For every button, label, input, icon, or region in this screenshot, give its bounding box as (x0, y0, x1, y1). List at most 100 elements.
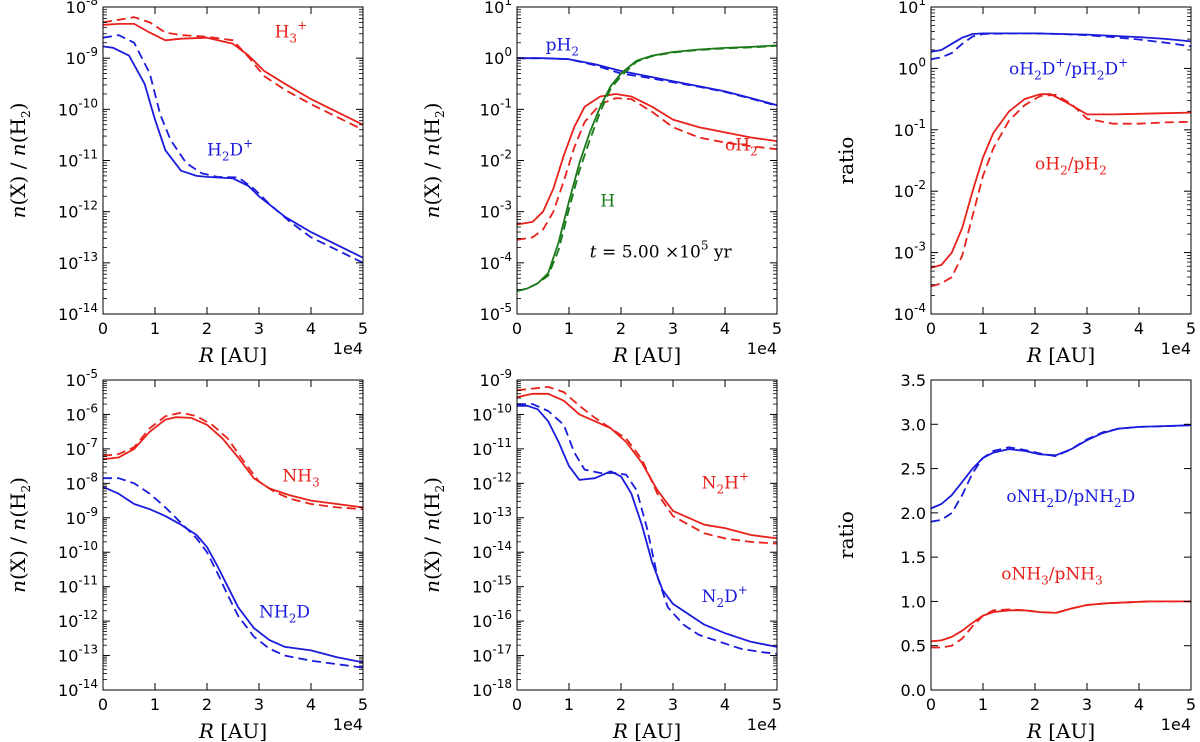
x-axis-label: R [AU] (198, 343, 267, 367)
series-line-blue-solid (517, 57, 777, 107)
x-tick-label: 5 (772, 319, 782, 338)
y-tick-label: 10-7 (66, 436, 98, 459)
y-axis-label: n(X) / n(H2) (6, 103, 33, 219)
series-line-red-solid (931, 93, 1191, 269)
x-tick-label: 3 (668, 695, 678, 714)
y-tick-label: 10-3 (894, 240, 926, 263)
y-tick-label: 10-10 (58, 539, 98, 562)
axes-frame (930, 6, 1192, 315)
x-multiplier-label: 1e4 (1161, 715, 1191, 734)
x-tick-label: 1 (150, 319, 160, 338)
y-tick-label: 10-12 (58, 199, 98, 222)
y-tick-label: 10-12 (58, 608, 98, 631)
y-tick-label: 10-11 (58, 574, 98, 597)
y-tick-label: 0.0 (901, 681, 926, 700)
x-tick-label: 2 (616, 319, 626, 338)
y-tick-label: 10-4 (480, 250, 512, 273)
y-axis-label: n(X) / n(H2) (420, 103, 447, 219)
x-tick-label: 0 (512, 695, 522, 714)
subplot-p4: 0 1 2 3 4 5 10-14 10-13 10-12 10-11 10-10 10-9 10-8 1… (6, 367, 368, 742)
x-axis-label: R [AU] (198, 719, 267, 742)
series-line-red-dashed (931, 600, 1191, 649)
annotation-label: H (600, 192, 615, 212)
series-line-red-solid (103, 416, 363, 509)
subplot-p2: 0 1 2 3 4 5 10-5 10-4 10-3 10-2 10-1 100 101 1e4 R [AU… (420, 0, 782, 367)
series-line-red-solid (517, 392, 777, 540)
y-tick-label: 10-16 (472, 608, 512, 631)
axes-frame (102, 379, 364, 691)
x-multiplier-label: 1e4 (1161, 339, 1191, 358)
y-tick-label: 10-8 (66, 0, 98, 17)
y-tick-label: 10-10 (472, 401, 512, 424)
y-tick-label: 10-10 (58, 96, 98, 119)
x-tick-label: 5 (772, 695, 782, 714)
y-tick-label: 2.5 (901, 460, 926, 479)
series-line-red-solid (103, 22, 363, 126)
annotation-label: oNH2D/pNH2D (1006, 487, 1135, 510)
axes-frame (930, 379, 1192, 691)
series-line-blue-solid (103, 485, 363, 664)
y-tick-label: 10-13 (58, 643, 98, 666)
y-tick-label: 10-13 (472, 505, 512, 528)
subplot-p5: 0 1 2 3 4 5 10-18 10-17 10-16 10-15 10-14 10-13 10-1… (420, 367, 782, 742)
annotation-label: oH2 (725, 135, 758, 158)
series-line-blue-solid (517, 404, 777, 648)
x-axis-label: R [AU] (612, 719, 681, 742)
series-line-blue-dashed (103, 477, 363, 669)
annotation-label: NH3 (282, 467, 319, 490)
series-line-blue-dashed (931, 32, 1191, 61)
y-tick-label: 3.5 (901, 371, 926, 390)
y-tick-label: 101 (484, 0, 512, 17)
annotation-label: oH2/pH2 (1035, 155, 1107, 178)
series-line-blue-dashed (103, 34, 363, 264)
x-tick-label: 3 (254, 695, 264, 714)
x-tick-label: 4 (720, 695, 730, 714)
series-line-blue-solid (103, 45, 363, 259)
x-tick-label: 0 (512, 319, 522, 338)
x-tick-label: 4 (720, 319, 730, 338)
y-axis-label: n(X) / n(H2) (420, 477, 447, 593)
y-tick-label: 101 (898, 0, 926, 17)
x-multiplier-label: 1e4 (333, 715, 363, 734)
y-tick-label: 1.0 (901, 592, 926, 611)
series-line-red-dashed (931, 93, 1191, 288)
y-tick-label: 10-3 (480, 199, 512, 222)
series-line-red-dashed (103, 411, 363, 511)
series-line-green-dashed (517, 45, 777, 292)
y-tick-label: 10-2 (894, 178, 926, 201)
y-tick-label: 1.5 (901, 548, 926, 567)
series-line-blue-solid (931, 32, 1191, 53)
y-tick-label: 10-18 (472, 677, 512, 700)
x-tick-label: 2 (202, 319, 212, 338)
x-tick-label: 2 (616, 695, 626, 714)
y-tick-label: 100 (898, 55, 926, 78)
y-tick-label: 0.5 (901, 637, 926, 656)
x-tick-label: 0 (98, 319, 108, 338)
axes-frame (102, 6, 364, 315)
y-tick-label: 10-8 (66, 470, 98, 493)
x-tick-label: 1 (564, 319, 574, 338)
y-axis-label: ratio (834, 511, 858, 559)
x-tick-label: 5 (358, 695, 368, 714)
axes-frame (516, 379, 778, 691)
annotation-label: H3+ (275, 19, 308, 46)
y-tick-label: 10-11 (58, 148, 98, 171)
y-tick-label: 10-4 (894, 301, 926, 324)
y-tick-label: 10-12 (472, 470, 512, 493)
y-tick-label: 10-17 (472, 643, 512, 666)
x-tick-label: 3 (668, 319, 678, 338)
x-tick-label: 4 (306, 319, 316, 338)
x-tick-label: 3 (1082, 695, 1092, 714)
annotation-label: N2H+ (702, 470, 749, 497)
x-tick-label: 2 (1030, 319, 1040, 338)
annotation-label: oH2D+/pH2D+ (1009, 56, 1128, 83)
y-tick-label: 10-5 (480, 301, 512, 324)
x-tick-label: 0 (926, 695, 936, 714)
x-tick-label: 5 (1186, 695, 1196, 714)
y-tick-label: 10-11 (472, 436, 512, 459)
annotation-label: oNH3/pNH3 (1001, 564, 1103, 587)
series-line-red-dashed (103, 16, 363, 131)
x-tick-label: 1 (564, 695, 574, 714)
series-line-blue-dashed (517, 57, 777, 107)
x-tick-label: 5 (358, 319, 368, 338)
